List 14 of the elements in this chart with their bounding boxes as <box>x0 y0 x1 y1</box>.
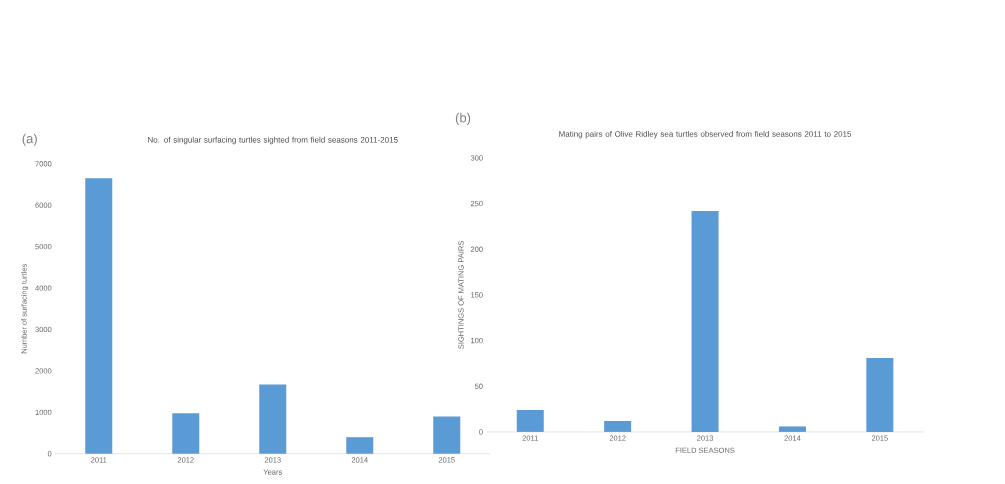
bar <box>691 210 719 432</box>
bar <box>172 413 200 454</box>
bar <box>604 420 632 432</box>
bar <box>346 437 374 454</box>
bar <box>433 416 461 454</box>
chart-title: No. of singular surfacing turtles sighted from field seasons 2011-2015 <box>148 136 398 145</box>
text: (a) <box>22 133 37 146</box>
bar <box>866 357 894 432</box>
bar <box>778 426 806 432</box>
chart-title: Mating pairs of Olive Ridley sea turtles observed from field seasons 2011 to 2015 <box>559 130 852 139</box>
bar <box>85 178 113 454</box>
bar <box>516 410 544 432</box>
text: (b) <box>455 112 471 125</box>
bar <box>259 384 287 454</box>
